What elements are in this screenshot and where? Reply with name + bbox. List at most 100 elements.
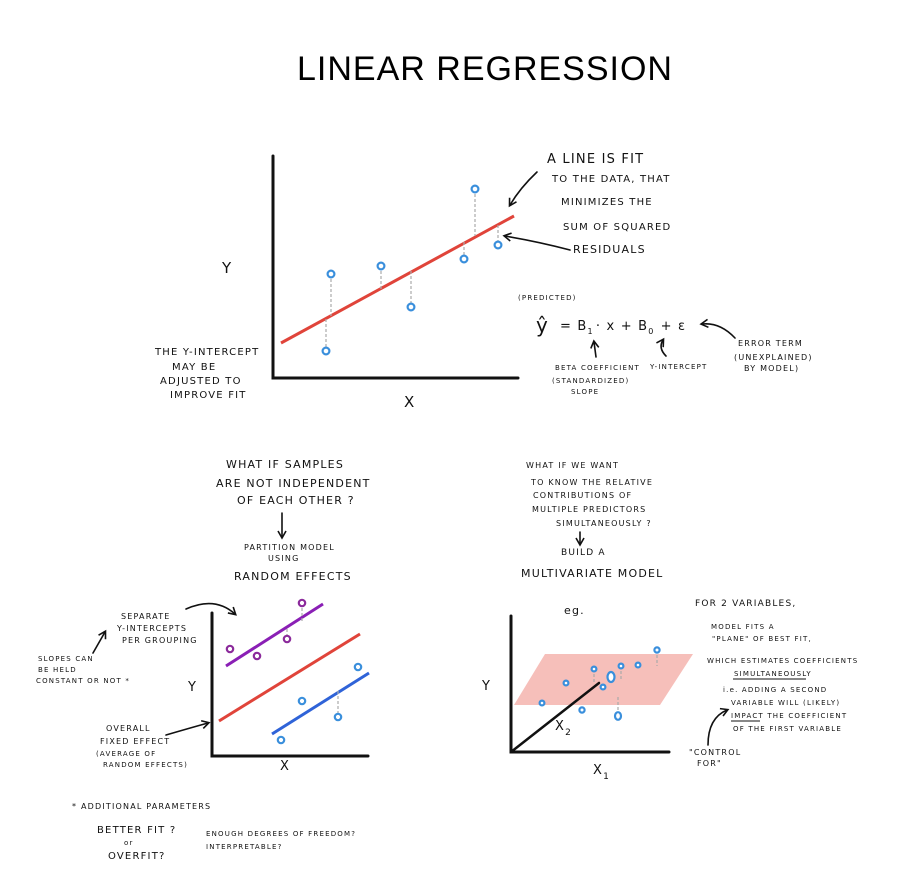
note-line: FIXED EFFECT	[100, 737, 170, 746]
note-line: OVERALL	[106, 724, 151, 733]
random-effects-plot: Y X	[187, 598, 370, 774]
question-line: WHAT IF SAMPLES	[226, 458, 344, 471]
data-point	[225, 644, 235, 654]
note-line: MAY BE	[172, 362, 216, 373]
data-point	[606, 670, 616, 684]
note-line: SUM OF SQUARED	[563, 222, 671, 233]
note-line: MODEL FITS A	[711, 623, 775, 631]
beta-label: (STANDARDIZED)	[552, 377, 629, 385]
note-line: RANDOM EFFECTS)	[103, 761, 188, 769]
data-point	[326, 269, 336, 279]
random-effects-label: RANDOM EFFECTS	[234, 570, 352, 583]
eg-label: eg.	[564, 604, 585, 617]
plot3-x2-label: X2	[555, 719, 572, 738]
question-line: MULTIPLE PREDICTORS	[532, 505, 646, 514]
answer-line: PARTITION MODEL	[244, 543, 335, 552]
arrow-control-for	[707, 707, 730, 746]
data-point	[599, 683, 607, 691]
arrow-to-groups	[185, 602, 237, 616]
arrow-to-residuals	[502, 232, 571, 251]
y-hat: ŷ	[536, 313, 549, 337]
data-point	[297, 696, 307, 706]
note-line: CONSTANT OR NOT *	[36, 677, 130, 685]
data-point	[538, 699, 546, 707]
note-line: PER GROUPING	[122, 636, 198, 645]
plot3-x1-label: X1	[593, 763, 610, 782]
best-fit-plane	[514, 654, 693, 705]
data-point	[617, 662, 625, 670]
note-line: (AVERAGE OF	[96, 750, 156, 758]
simple-regression-plot: Y X	[221, 154, 520, 411]
note-line: SIMULTANEOUSLY	[734, 670, 812, 678]
error-label: ERROR TERM	[738, 339, 803, 348]
note-line: i.e. ADDING A SECOND	[723, 686, 827, 694]
data-point	[634, 661, 642, 669]
arrow-to-fit-line	[508, 171, 538, 208]
intercept-label: Y-INTERCEPT	[649, 363, 708, 371]
note-line: THE Y-INTERCEPT	[154, 347, 259, 358]
predicted-label: (PREDICTED)	[518, 294, 577, 302]
x2-axis	[509, 681, 601, 754]
random-effects-question: WHAT IF SAMPLES ARE NOT INDEPENDENT OF E…	[216, 458, 369, 583]
data-point	[376, 261, 386, 271]
plot2-axes	[210, 611, 370, 758]
question-line: SIMULTANEOUSLY ?	[556, 519, 652, 528]
data-point	[470, 184, 480, 194]
data-point	[562, 679, 570, 687]
question-line: CONTRIBUTIONS OF	[533, 491, 632, 500]
group-line-purple	[225, 602, 324, 668]
note-line: MINIMIZES THE	[561, 197, 653, 208]
plot2-x-label: X	[280, 759, 290, 774]
data-point	[613, 711, 623, 721]
plot1-axes	[271, 154, 520, 380]
note-line: OF THE FIRST VARIABLE	[733, 725, 842, 733]
intercept-note: THE Y-INTERCEPT MAY BE ADJUSTED TO IMPRO…	[154, 347, 259, 401]
data-point	[590, 665, 598, 673]
note-line: SEPARATE	[121, 612, 171, 621]
note-line: VARIABLE WILL (LIKELY)	[731, 699, 840, 707]
question-line: TO KNOW THE RELATIVE	[530, 478, 653, 487]
note-line: ADJUSTED TO	[160, 376, 242, 387]
footnote-line: or	[124, 839, 134, 847]
equation-part: = B1 · x + B0 + ε	[560, 319, 686, 336]
footnote: * ADDITIONAL PARAMETERS BETTER FIT ? or …	[72, 802, 356, 862]
note-line: WHICH ESTIMATES COEFFICIENTS	[707, 657, 858, 665]
footnote-line: INTERPRETABLE?	[206, 843, 283, 851]
data-point	[333, 712, 343, 722]
data-point	[297, 598, 307, 608]
note-line: IMPROVE FIT	[170, 390, 247, 401]
plot2-y-label: Y	[187, 680, 197, 695]
multivariate-label: MULTIVARIATE MODEL	[521, 567, 664, 580]
arrow-error	[699, 318, 736, 339]
control-for-label: FOR"	[697, 759, 722, 768]
data-point	[321, 346, 331, 356]
note-line: TO THE DATA, THAT	[551, 174, 671, 185]
arrow-to-fixed-effect	[165, 719, 211, 736]
note-line: "PLANE" OF BEST FIT,	[712, 635, 812, 643]
arrow-beta	[590, 339, 600, 358]
plot1-y-label: Y	[221, 259, 232, 277]
multivariate-notes: FOR 2 VARIABLES, MODEL FITS A "PLANE" OF…	[689, 599, 858, 768]
data-point	[353, 662, 363, 672]
footnote-line: ENOUGH DEGREES OF FREEDOM?	[206, 830, 356, 838]
data-point	[493, 240, 503, 250]
multivariate-plot: Y X2 X1	[481, 614, 693, 782]
note-line: RESIDUALS	[573, 243, 646, 256]
note-line: BE HELD	[38, 666, 77, 674]
note-line: IMPACT THE COEFFICIENT	[731, 712, 847, 720]
beta-label: SLOPE	[571, 388, 599, 396]
note-line: A LINE IS FIT	[547, 152, 644, 167]
data-point	[459, 254, 469, 264]
footnote-head: * ADDITIONAL PARAMETERS	[72, 802, 211, 811]
note-line: SLOPES CAN	[38, 655, 94, 663]
error-label: BY MODEL)	[744, 364, 799, 373]
question-line: OF EACH OTHER ?	[237, 494, 355, 507]
note-line: Y-INTERCEPTS	[116, 624, 187, 633]
random-effects-notes: SEPARATE Y-INTERCEPTS PER GROUPING SLOPE…	[36, 602, 237, 769]
data-point	[252, 651, 262, 661]
control-for-label: "CONTROL	[689, 748, 741, 757]
note-line: FOR 2 VARIABLES,	[695, 599, 796, 609]
plot3-y-label: Y	[481, 679, 491, 694]
arrow-slopes	[92, 629, 107, 654]
